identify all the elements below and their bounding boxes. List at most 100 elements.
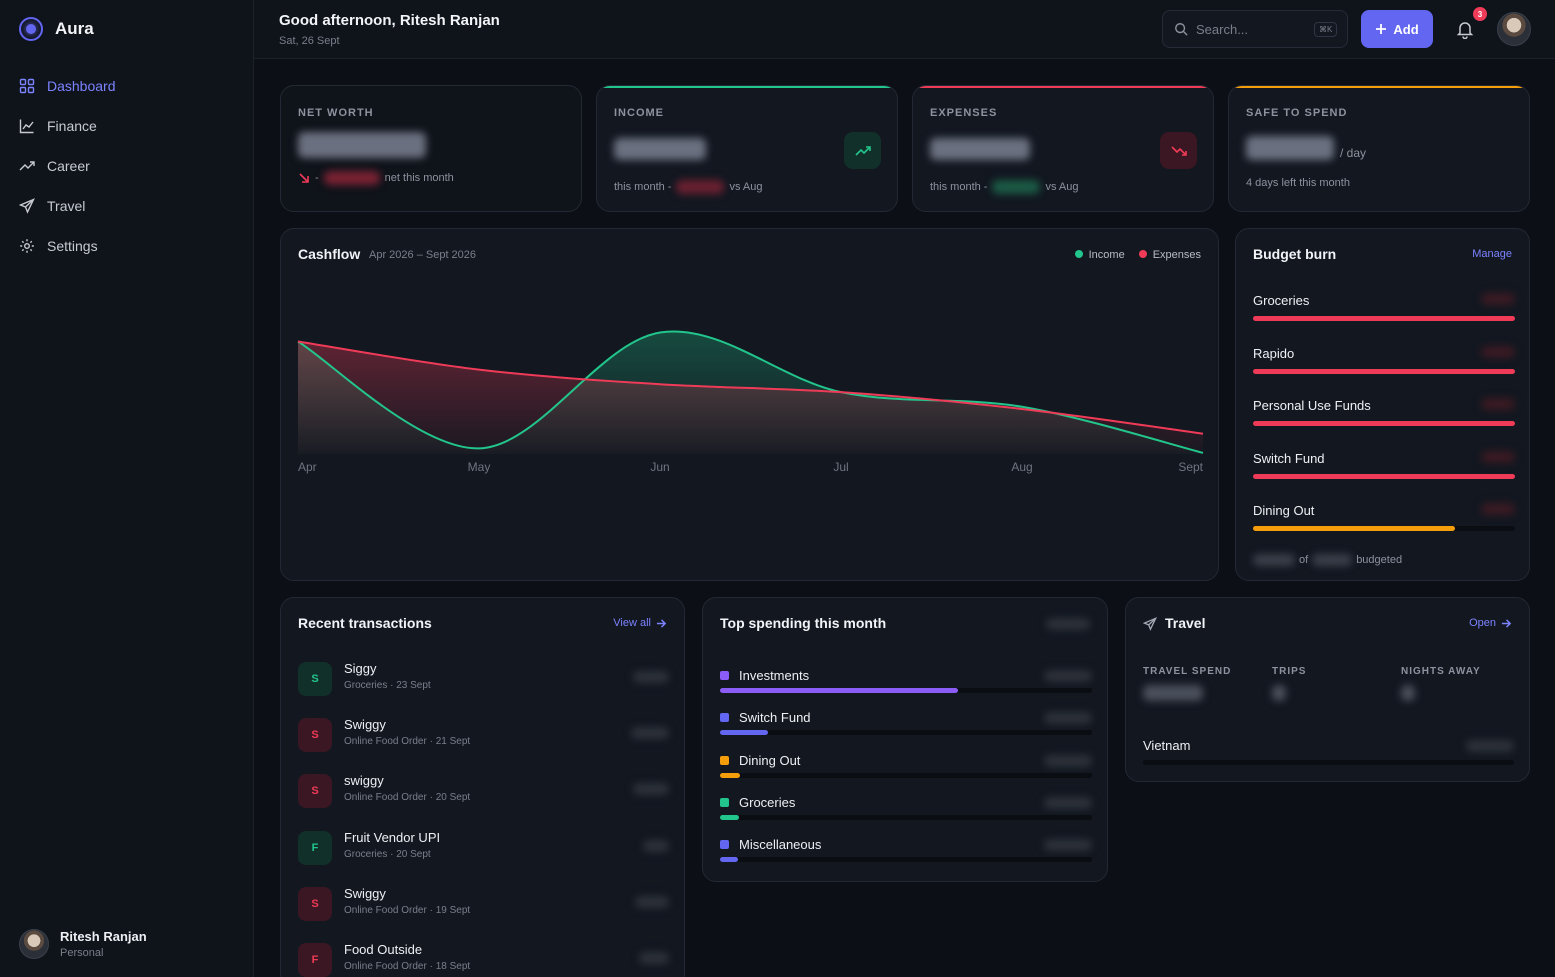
expenses-trend-chip: [1160, 132, 1197, 169]
budget-progress-track: [1253, 473, 1515, 479]
add-button-label: Add: [1393, 21, 1419, 37]
stat-nights-away: NIGHTS AWAY: [1401, 666, 1481, 704]
trend-icon: [19, 161, 35, 171]
notification-badge: 3: [1473, 7, 1487, 21]
transaction-row[interactable]: S swiggy Online Food Order · 20 Sept: [298, 770, 669, 810]
budget-progress-fill: [1253, 368, 1515, 374]
expenses-change-prefix: this month -: [930, 181, 988, 193]
destination-track: [1143, 760, 1514, 765]
income-change-prefix: this month -: [614, 181, 672, 193]
budget-item-amount: [1481, 503, 1515, 515]
budget-progress-fill: [1253, 526, 1455, 531]
budget-progress-track: [1253, 368, 1515, 374]
grid-icon: [19, 78, 35, 94]
income-change-suffix: vs Aug: [729, 181, 763, 193]
spending-title: Top spending this month: [720, 615, 887, 631]
trend-down-icon: [1170, 145, 1187, 156]
x-tick-label: Jul: [833, 460, 848, 474]
user-role: Personal: [60, 947, 104, 959]
category-name: Switch Fund: [739, 710, 811, 726]
budget-item[interactable]: Dining Out: [1253, 503, 1515, 531]
add-button[interactable]: Add: [1361, 10, 1433, 48]
series-line-expenses[interactable]: [297, 340, 1204, 435]
budget-total: [1312, 554, 1353, 566]
budget-item[interactable]: Groceries: [1253, 293, 1515, 321]
budget-item-name: Dining Out: [1253, 503, 1315, 518]
category-name: Miscellaneous: [739, 837, 822, 853]
legend-income[interactable]: Income: [1074, 249, 1125, 261]
brand-name: Aura: [55, 19, 94, 38]
category-progress-track: [720, 857, 1092, 863]
avatar[interactable]: [1497, 12, 1531, 46]
transaction-row[interactable]: S Swiggy Online Food Order · 21 Sept: [298, 714, 669, 754]
transaction-amount: [639, 952, 669, 964]
transaction-amount: [631, 727, 669, 740]
net-worth-card: NET WORTH - net this month: [280, 85, 582, 212]
transaction-avatar: S: [298, 662, 332, 696]
manage-link[interactable]: Manage: [1472, 248, 1512, 260]
transaction-meta: Online Food Order · 18 Sept: [344, 961, 471, 972]
transaction-avatar: S: [298, 774, 332, 809]
view-all-link[interactable]: View all: [613, 617, 667, 629]
search-box[interactable]: ⌘K: [1162, 10, 1348, 48]
category-name: Investments: [739, 668, 810, 683]
category-dot: [720, 840, 729, 850]
sidebar-item-dashboard[interactable]: Dashboard: [0, 66, 253, 106]
search-input[interactable]: [1196, 21, 1306, 37]
trend-up-icon: [854, 145, 871, 156]
budget-progress-fill: [1253, 316, 1515, 321]
transaction-row[interactable]: S Swiggy Online Food Order · 19 Sept: [298, 883, 669, 923]
transaction-row[interactable]: F Food Outside Online Food Order · 18 Se…: [298, 939, 669, 977]
transaction-name: Siggy: [344, 661, 377, 676]
user-profile[interactable]: Ritesh Ranjan Personal: [19, 929, 147, 959]
transaction-avatar: S: [298, 718, 332, 753]
transaction-row[interactable]: S Siggy Groceries · 23 Sept: [298, 658, 669, 698]
income-trend-chip: [844, 132, 881, 169]
transaction-name: Swiggy: [344, 885, 386, 901]
budget-item[interactable]: Rapido: [1253, 345, 1515, 374]
income-card: INCOME this month - vs Aug: [596, 85, 898, 212]
budget-item-amount: [1481, 345, 1515, 358]
sidebar-item-settings[interactable]: Settings: [0, 226, 253, 266]
series-area-expenses: [298, 341, 1203, 454]
series-line-income[interactable]: [297, 330, 1204, 454]
sidebar: Aura Dashboard Finance Career Travel Set…: [0, 0, 254, 977]
transactions-title: Recent transactions: [298, 615, 432, 631]
expenses-change: this month - vs Aug: [930, 180, 1079, 194]
category-progress-fill: [720, 772, 741, 778]
sidebar-item-label: Finance: [47, 118, 97, 134]
legend-expenses[interactable]: Expenses: [1138, 249, 1201, 261]
sidebar-item-label: Dashboard: [47, 78, 116, 94]
sidebar-item-career[interactable]: Career: [0, 146, 253, 186]
category-name: Groceries: [739, 794, 796, 810]
transaction-meta: Online Food Order · 21 Sept: [344, 736, 471, 748]
sidebar-item-travel[interactable]: Travel: [0, 186, 253, 226]
sidebar-item-label: Settings: [47, 238, 98, 254]
search-shortcut: ⌘K: [1314, 21, 1338, 37]
plus-icon: [1376, 24, 1387, 34]
sidebar-item-label: Travel: [47, 198, 86, 214]
sidebar-nav: Dashboard Finance Career Travel Settings: [0, 66, 253, 266]
net-worth-change: - net this month: [298, 171, 454, 185]
open-travel-link[interactable]: Open: [1469, 617, 1512, 629]
budget-item[interactable]: Switch Fund: [1253, 450, 1515, 479]
kpi-label: NET WORTH: [298, 107, 374, 119]
bell-icon[interactable]: [1455, 19, 1475, 39]
transaction-row[interactable]: F Fruit Vendor UPI Groceries · 20 Sept: [298, 827, 669, 867]
budget-item[interactable]: Personal Use Funds: [1253, 398, 1515, 426]
kpi-label: INCOME: [614, 107, 664, 119]
sidebar-item-finance[interactable]: Finance: [0, 106, 253, 146]
safe-value: [1246, 136, 1334, 160]
top-spending-card: Top spending this month Investments Swit…: [702, 597, 1108, 882]
line-chart-icon: [19, 119, 34, 134]
net-change-label: net this month: [384, 172, 454, 184]
user-name: Ritesh Ranjan: [60, 929, 147, 944]
category-progress-track: [720, 688, 1092, 693]
brand[interactable]: Aura: [19, 17, 94, 41]
transaction-amount: [633, 671, 669, 683]
category-progress-track: [720, 814, 1092, 820]
transaction-meta: Online Food Order · 19 Sept: [344, 904, 471, 916]
budget-item-name: Switch Fund: [1253, 450, 1325, 466]
expenses-change-amount: [992, 180, 1041, 194]
destination-row[interactable]: Vietnam: [1143, 738, 1514, 765]
